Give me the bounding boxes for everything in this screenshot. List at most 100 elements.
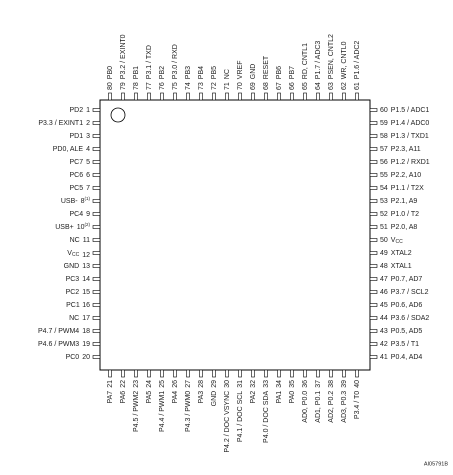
pin-number: 56	[380, 159, 388, 166]
pin	[316, 369, 320, 378]
pin-number: 63	[328, 82, 335, 90]
pin-name: P0.6, AD6	[391, 302, 423, 309]
pin-label: 80PB0	[107, 66, 114, 90]
pin-name: P3.5 / T1	[391, 341, 419, 348]
pin	[303, 369, 307, 378]
pin-number: 26	[172, 380, 179, 388]
pin	[369, 303, 378, 307]
pin-number: 6	[86, 172, 90, 179]
pin-name: P4.0 / DOC SDA	[263, 390, 270, 442]
pin-number: 60	[380, 107, 388, 114]
pin-label: AD3, P0.3 39	[341, 380, 348, 423]
pin-name: PC3	[66, 276, 80, 283]
pin-number: 80	[107, 82, 114, 90]
pin	[92, 342, 101, 346]
pin-name: P1.1 / T2X	[391, 185, 424, 192]
pin-name: PC1	[66, 302, 80, 309]
pin	[92, 173, 101, 177]
pin-number: 13	[82, 263, 90, 270]
pin-name: XTAL2	[391, 250, 412, 257]
pin-name: P0.5, AD5	[391, 328, 423, 335]
pin	[92, 160, 101, 164]
pin	[92, 212, 101, 216]
pin-number: 28	[198, 380, 205, 388]
pin-name: NC	[70, 237, 80, 244]
pin-name: P1.4 / ADC0	[391, 120, 430, 127]
pin-number: 66	[289, 82, 296, 90]
pin-name: PB2	[159, 66, 166, 79]
pin-label: 78PB1	[133, 66, 140, 90]
pin-number: 54	[380, 185, 388, 192]
pin	[92, 225, 101, 229]
pin-label: 44 P3.6 / SDA2	[380, 315, 429, 322]
pin-label: 73PB4	[198, 66, 205, 90]
pin-name: P4.7 / PWM4	[38, 328, 79, 335]
pin-label: USB+ 10(2)	[55, 222, 90, 231]
pin-number: 12	[82, 252, 90, 259]
pin	[186, 369, 190, 378]
pin-number: 39	[341, 380, 348, 388]
pin-number: 7	[86, 185, 90, 192]
pin-number: 45	[380, 302, 388, 309]
pin-label: 52 P1.0 / T2	[380, 211, 419, 218]
pin-name: AD3, P0.3	[341, 391, 348, 423]
pin	[329, 369, 333, 378]
pin	[92, 108, 101, 112]
pin-number: 48	[380, 263, 388, 270]
pin	[369, 329, 378, 333]
pin-label: PC2 15	[66, 289, 91, 296]
pin-label: P4.0 / DOC SDA 33	[263, 380, 270, 443]
pin	[355, 92, 359, 101]
pin-name: PA4	[172, 391, 179, 404]
pin	[92, 264, 101, 268]
pin-number: 43	[380, 328, 388, 335]
pin-name: VREF	[237, 61, 244, 80]
pin	[134, 92, 138, 101]
pin-name: PSEN, CNTL2	[328, 34, 335, 79]
pin-label: 75 P3.0 / RXD	[172, 44, 179, 90]
pin-name: PB6	[276, 66, 283, 79]
pin	[264, 369, 268, 378]
pin-label: 54 P1.1 / T2X	[380, 185, 424, 192]
pin-label: AD1, P0.1 37	[315, 380, 322, 423]
pin-label: PA035	[289, 380, 296, 404]
pin-number: 70	[237, 82, 244, 90]
pin-name: GND	[211, 391, 218, 407]
pin	[225, 369, 229, 378]
pin-number: 59	[380, 120, 388, 127]
pin-name: PB5	[211, 66, 218, 79]
pin-number: 14	[82, 276, 90, 283]
pin	[369, 277, 378, 281]
pin-label: 68 RESET	[263, 55, 270, 90]
pin-label: 77 P3.1 / TXD	[146, 45, 153, 90]
pin-number: 25	[159, 380, 166, 388]
pin-number: 35	[289, 380, 296, 388]
pin-name: PC5	[69, 185, 83, 192]
pin	[355, 369, 359, 378]
pin-number: 40	[354, 380, 361, 388]
pin	[147, 92, 151, 101]
pin-name: P4.2 / DOC VSYNC	[224, 391, 231, 453]
pin-label: 49 XTAL2	[380, 250, 412, 257]
pin-label: 67PB6	[276, 66, 283, 90]
pin	[121, 92, 125, 101]
pin-label: PA134	[276, 380, 283, 404]
pin-name: PC7	[69, 159, 83, 166]
pin-label: 55 P2.2, A10	[380, 172, 421, 179]
pin-label: PA524	[146, 380, 153, 404]
pin-number: 10	[77, 224, 85, 231]
pin-label: 57 P2.3, A11	[380, 146, 421, 153]
pin	[369, 225, 378, 229]
pin-label: 50 VCC	[380, 237, 403, 245]
pin	[251, 92, 255, 101]
pin-number: 69	[250, 82, 257, 90]
pin-name: PC6	[69, 172, 83, 179]
pin	[108, 369, 112, 378]
pin-number: 8	[81, 198, 85, 205]
pin-name: WR, CNTL0	[341, 41, 348, 79]
pin	[277, 92, 281, 101]
pin-name: P3.3 / EXINT1	[38, 120, 83, 127]
pin	[369, 264, 378, 268]
pin-name-subscript: CC	[72, 252, 80, 258]
pin-number: 61	[354, 82, 361, 90]
